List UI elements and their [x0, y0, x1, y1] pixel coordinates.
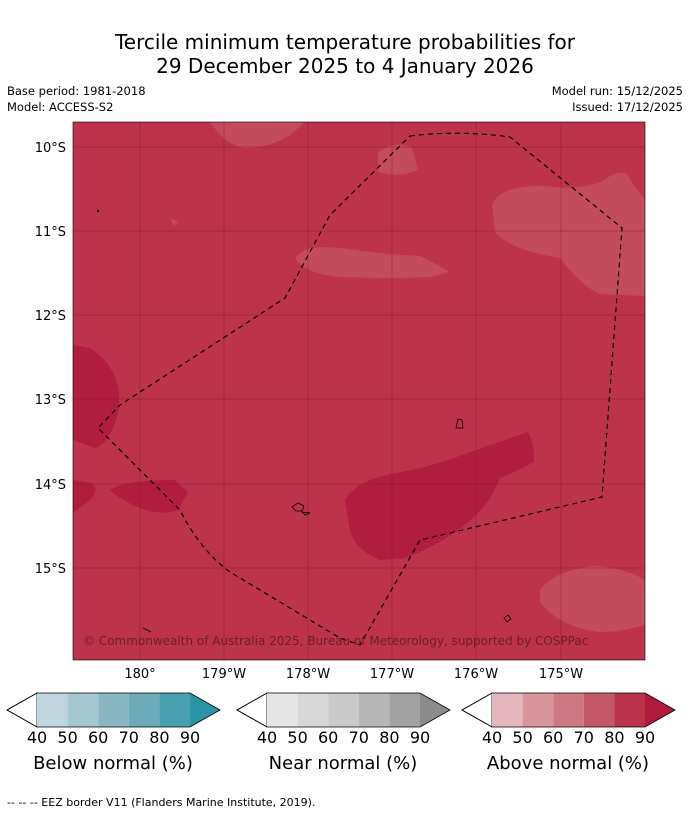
tick-label: 90: [409, 728, 431, 747]
dark-patch: [110, 480, 188, 513]
island: [503, 614, 512, 623]
cbar-segment: [67, 693, 99, 727]
tick-label: 50: [287, 728, 308, 747]
island: [455, 418, 464, 429]
lon-label: 178°W: [286, 667, 330, 682]
base-period: Base period: 1981-2018: [7, 84, 146, 98]
tick-label: 80: [149, 728, 170, 747]
cbar-extend-low: [461, 692, 493, 728]
island: [142, 627, 152, 633]
cbar-extend-high: [190, 693, 220, 727]
light-patch: [170, 218, 178, 226]
below-normal-label: Below normal (%): [33, 753, 193, 774]
tick-label: 70: [348, 728, 369, 747]
map-title: Tercile minimum temperature probabilitie…: [0, 30, 690, 78]
tick-label: 90: [179, 728, 201, 747]
cbar-extend-high: [420, 693, 450, 727]
cbar-segment: [37, 693, 68, 727]
lat-label: 15°S: [35, 562, 66, 577]
tick-label: 60: [318, 728, 339, 747]
tick-label: 60: [543, 728, 564, 747]
model-name: Model: ACCESS-S2: [7, 100, 114, 114]
lon-label: 175°W: [539, 667, 583, 682]
cbar-segment: [159, 693, 190, 727]
eez-legend-note: -- -- -- EEZ border V11 (Flanders Marine…: [7, 796, 316, 809]
dark-patch: [73, 480, 96, 513]
cbar-extend-low: [236, 692, 268, 728]
title-line-1: Tercile minimum temperature probabilitie…: [114, 30, 576, 54]
eez-border: [97, 132, 623, 646]
tick-label: 40: [256, 728, 278, 747]
tick-label: 70: [573, 728, 594, 747]
cbar-segment: [328, 693, 359, 727]
cbar-segment: [98, 693, 129, 727]
cbar-segment: [389, 693, 420, 727]
model-run: Model run: 15/12/2025: [551, 84, 683, 98]
cbar-segment: [553, 693, 584, 727]
island: [291, 502, 305, 512]
tick-label: 70: [118, 728, 139, 747]
tick-label: 50: [57, 728, 78, 747]
copyright-text: © Commonwealth of Australia 2025, Bureau…: [83, 634, 588, 648]
latitude-labels: 10°S 11°S 12°S 13°S 14°S 15°S: [35, 141, 66, 577]
tick-label: 60: [88, 728, 109, 747]
light-patch: [210, 122, 305, 148]
tick-label: 80: [379, 728, 400, 747]
tick-label: 90: [634, 728, 656, 747]
graticule: [73, 122, 645, 660]
above-normal-label: Above normal (%): [486, 753, 650, 774]
colorbar-below-normal: [6, 692, 221, 728]
meta-left: Base period: 1981-2018 Model: ACCESS-S2: [7, 83, 146, 115]
issued-date: Issued: 17/12/2025: [572, 100, 683, 114]
islands: [96, 209, 512, 633]
cbar-segment: [297, 693, 329, 727]
cbar-segment: [128, 693, 160, 727]
tick-label: 40: [481, 728, 503, 747]
lat-label: 10°S: [35, 141, 66, 156]
light-patch: [540, 566, 645, 632]
lat-label: 14°S: [35, 478, 66, 493]
tick-label: 50: [512, 728, 533, 747]
lon-label: 179°W: [202, 667, 246, 682]
cbar-segment: [358, 693, 390, 727]
cbar-extend-low: [6, 692, 38, 728]
lon-label: 180°: [124, 667, 155, 682]
dark-patch: [73, 345, 120, 448]
island: [96, 209, 100, 213]
map-frame: [72, 121, 646, 661]
island: [300, 511, 311, 516]
light-patch: [492, 172, 645, 296]
near-normal-label: Near normal (%): [268, 753, 418, 774]
colorbar-near-normal: [236, 692, 451, 728]
cbar-extend-high: [645, 693, 675, 727]
lon-label: 176°W: [454, 667, 498, 682]
light-patch: [295, 247, 450, 278]
light-patch: [378, 144, 418, 175]
cbar-segment: [522, 693, 554, 727]
lat-label: 12°S: [35, 309, 66, 324]
title-line-2: 29 December 2025 to 4 January 2026: [156, 54, 534, 78]
cbar-segment: [583, 693, 615, 727]
cbar-segment: [492, 693, 523, 727]
lat-label: 11°S: [35, 225, 66, 240]
tick-label: 80: [604, 728, 625, 747]
tick-label: 40: [26, 728, 48, 747]
lat-label: 13°S: [35, 393, 66, 408]
meta-right: Model run: 15/12/2025 Issued: 17/12/2025: [552, 83, 683, 115]
cbar-segment: [614, 693, 645, 727]
lon-label: 177°W: [370, 667, 414, 682]
longitude-labels: 180° 179°W 178°W 177°W 176°W 175°W: [124, 667, 583, 682]
cbar-segment: [267, 693, 298, 727]
colorbar-above-normal: [461, 692, 676, 728]
